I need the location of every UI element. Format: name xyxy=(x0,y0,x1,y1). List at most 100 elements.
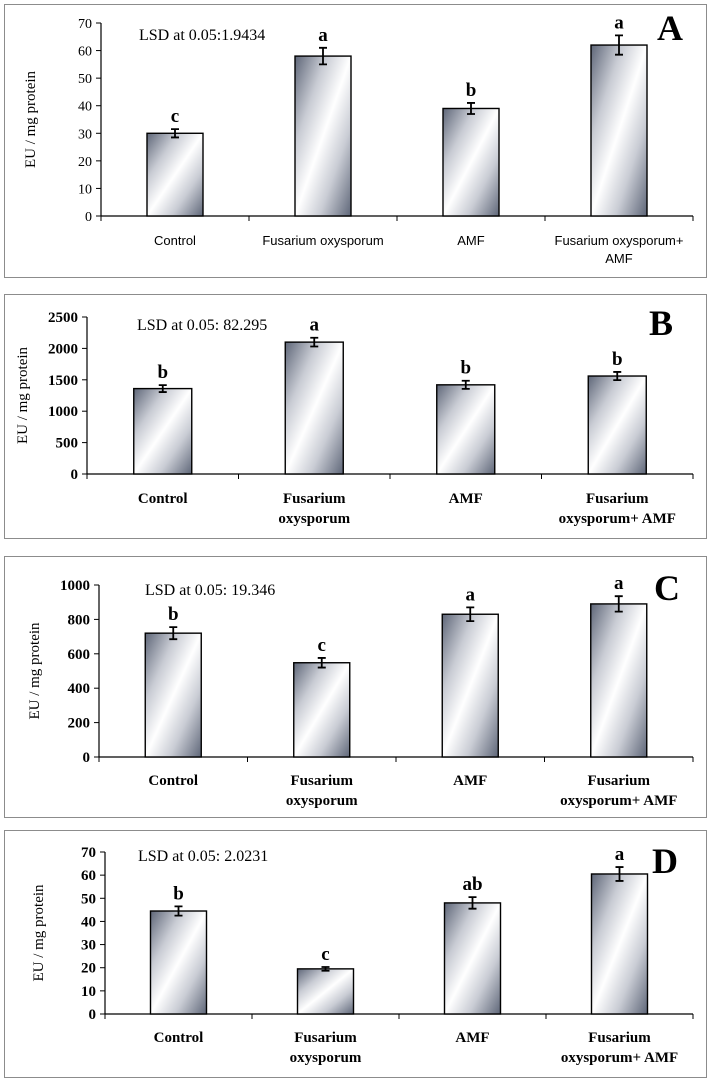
error-bar xyxy=(466,606,475,623)
error-bar xyxy=(171,128,179,139)
error-bar xyxy=(169,626,178,641)
bar xyxy=(590,44,648,217)
category-label: AMF xyxy=(449,491,483,507)
chart-panel-a: 0 10 20 30 40 50 60 70 EU / mg protein LSD at 0.0… xyxy=(4,4,707,278)
y-tick-label: 20 xyxy=(78,155,92,170)
category-label: Fusarium oxysporum xyxy=(278,491,350,527)
y-tick-label: 10 xyxy=(78,182,92,197)
chart-panel-d: 0 10 20 30 40 50 60 70 EU / mg protein LSD at 0.0… xyxy=(4,830,707,1078)
y-tick-label: 2500 xyxy=(48,310,78,326)
bar xyxy=(146,132,204,217)
y-tick-label: 60 xyxy=(81,868,96,884)
chart-b: 0 500 1000 1500 2000 2500 EU / mg protein LSD a… xyxy=(15,303,694,527)
chart-panel-b: 0 500 1000 1500 2000 2500 EU / mg protein LSD a… xyxy=(4,294,707,539)
y-tick-label: 0 xyxy=(71,467,79,483)
significance-letter: a xyxy=(615,844,625,865)
significance-letter: c xyxy=(318,635,326,656)
significance-letter: a xyxy=(614,573,624,594)
category-label: Fusarium oxysporum+ AMF xyxy=(559,491,676,527)
category-label: Fusarium oxysporum xyxy=(290,1030,362,1066)
y-tick-label: 1000 xyxy=(48,404,78,420)
significance-letter: b xyxy=(466,80,477,101)
lsd-annotation: LSD at 0.05:1.9434 xyxy=(139,27,265,44)
chart-a: 0 10 20 30 40 50 60 70 EU / mg protein LSD at 0.0… xyxy=(23,8,694,266)
bar xyxy=(587,375,647,475)
category-label: AMF xyxy=(455,1030,489,1046)
lsd-annotation: LSD at 0.05: 82.295 xyxy=(137,317,267,334)
panel-label: A xyxy=(657,8,683,48)
error-bar xyxy=(158,384,167,393)
significance-letter: ab xyxy=(462,874,482,895)
y-tick-label: 200 xyxy=(68,716,91,732)
bar xyxy=(293,662,351,758)
lsd-annotation: LSD at 0.05: 2.0231 xyxy=(138,848,268,865)
category-label: Control xyxy=(154,1030,204,1046)
y-tick-label: 70 xyxy=(78,17,92,32)
category-label: Control xyxy=(154,233,196,248)
y-tick-label: 0 xyxy=(89,1007,97,1023)
significance-letter: b xyxy=(460,358,471,379)
error-bar xyxy=(467,102,475,115)
category-label: Fusarium oxysporum xyxy=(286,773,358,809)
panel-label: B xyxy=(649,303,673,343)
bar xyxy=(590,873,649,1015)
y-axis-label: EU / mg protein xyxy=(27,622,43,720)
error-bar xyxy=(310,336,319,348)
error-bar xyxy=(174,905,183,917)
y-tick-label: 40 xyxy=(78,100,92,115)
y-tick-label: 10 xyxy=(81,984,96,1000)
bar xyxy=(441,613,499,758)
lsd-annotation: LSD at 0.05: 19.346 xyxy=(145,582,275,599)
significance-letter: b xyxy=(157,362,168,383)
y-tick-label: 0 xyxy=(83,750,91,766)
bar xyxy=(144,632,202,758)
bar xyxy=(442,107,500,217)
bar xyxy=(133,387,193,475)
bar xyxy=(296,968,355,1015)
chart-d: 0 10 20 30 40 50 60 70 EU / mg protein LSD at 0.0… xyxy=(31,841,694,1066)
category-label: Control xyxy=(148,773,198,789)
y-tick-label: 0 xyxy=(85,210,92,225)
significance-letter: a xyxy=(310,315,320,336)
category-label: Fusarium oxysporum+ AMF xyxy=(555,233,684,266)
y-tick-label: 50 xyxy=(78,72,92,87)
y-tick-label: 40 xyxy=(81,914,96,930)
y-tick-label: 500 xyxy=(56,436,79,452)
y-tick-label: 1000 xyxy=(60,578,90,594)
y-axis-label: EU / mg protein xyxy=(31,884,47,982)
error-bar xyxy=(319,46,327,66)
error-bar xyxy=(321,966,330,972)
chart-c: 0 200 400 600 800 1000 EU / mg protein LSD at 0… xyxy=(27,568,694,809)
category-label: Fusarium oxysporum+ AMF xyxy=(560,773,677,809)
category-label: AMF xyxy=(453,773,487,789)
significance-letter: b xyxy=(173,883,184,904)
y-axis-label: EU / mg protein xyxy=(15,346,31,444)
y-tick-label: 60 xyxy=(78,45,92,60)
category-label: AMF xyxy=(457,233,485,248)
bar xyxy=(590,603,648,758)
error-bar xyxy=(613,371,622,382)
bar xyxy=(436,384,496,475)
error-bar xyxy=(615,34,623,56)
bar xyxy=(284,341,344,475)
category-label: Control xyxy=(138,491,188,507)
significance-letter: c xyxy=(321,944,329,965)
error-bar xyxy=(317,657,326,669)
y-axis-label: EU / mg protein xyxy=(23,70,39,168)
category-label: Fusarium oxysporum xyxy=(262,233,383,248)
category-label: Fusarium oxysporum+ AMF xyxy=(561,1030,678,1066)
error-bar xyxy=(461,379,470,390)
significance-letter: b xyxy=(612,349,623,370)
y-tick-label: 30 xyxy=(78,127,92,142)
bar xyxy=(149,910,208,1015)
significance-letter: a xyxy=(318,25,328,46)
significance-letter: a xyxy=(466,584,476,605)
significance-letter: c xyxy=(171,106,179,127)
y-tick-label: 1500 xyxy=(48,373,78,389)
y-tick-label: 70 xyxy=(81,845,96,861)
bar xyxy=(443,902,502,1015)
panel-label: D xyxy=(652,841,678,881)
bar xyxy=(294,55,352,217)
error-bar xyxy=(468,896,477,910)
error-bar xyxy=(615,866,624,882)
